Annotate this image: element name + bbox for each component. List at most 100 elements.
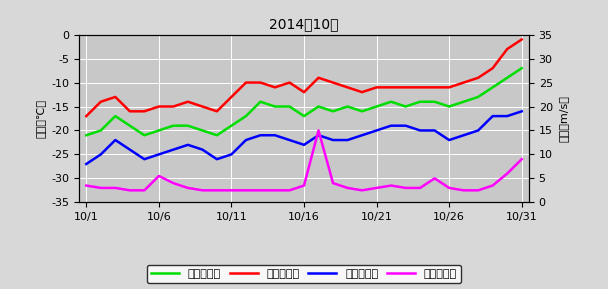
日最低気温: [286, 138, 293, 142]
日平均風速: [416, 186, 424, 190]
日平均風速: [474, 189, 482, 192]
日平均気温: [373, 105, 380, 108]
日平均風速: [431, 177, 438, 180]
日平均気温: [431, 100, 438, 103]
Title: 2014年10月: 2014年10月: [269, 17, 339, 31]
日最低気温: [489, 114, 496, 118]
日最低気温: [170, 148, 177, 151]
日平均気温: [460, 100, 468, 103]
日平均気温: [387, 100, 395, 103]
日平均風速: [489, 184, 496, 187]
日最低気温: [460, 134, 468, 137]
日平均風速: [243, 189, 250, 192]
日平均気温: [402, 105, 409, 108]
日最高気温: [126, 110, 134, 113]
日最高気温: [300, 90, 308, 94]
日最低気温: [112, 138, 119, 142]
日最高気温: [228, 95, 235, 99]
日最高気温: [503, 47, 511, 51]
Legend: 日平均気温, 日最高気温, 日最低気温, 日平均風速: 日平均気温, 日最高気温, 日最低気温, 日平均風速: [147, 264, 461, 284]
日平均風速: [300, 184, 308, 187]
日平均風速: [112, 186, 119, 190]
日平均風速: [344, 186, 351, 190]
日最高気温: [155, 105, 162, 108]
日平均気温: [126, 124, 134, 127]
日平均風速: [315, 129, 322, 132]
日最高気温: [460, 81, 468, 84]
日最高気温: [518, 38, 525, 41]
日最高気温: [83, 114, 90, 118]
日平均気温: [243, 114, 250, 118]
日平均風速: [402, 186, 409, 190]
日平均気温: [140, 134, 148, 137]
Line: 日最高気温: 日最高気温: [86, 40, 522, 116]
日最高気温: [199, 105, 206, 108]
日平均風速: [286, 189, 293, 192]
日最低気温: [503, 114, 511, 118]
日平均風速: [184, 186, 192, 190]
日平均気温: [474, 95, 482, 99]
日平均風速: [358, 189, 365, 192]
日最低気温: [402, 124, 409, 127]
日最高気温: [97, 100, 105, 103]
日平均風速: [97, 186, 105, 190]
日最高気温: [344, 86, 351, 89]
日最低気温: [344, 138, 351, 142]
日最高気温: [330, 81, 337, 84]
日最高気温: [474, 76, 482, 79]
日平均気温: [155, 129, 162, 132]
日最高気温: [257, 81, 264, 84]
Line: 日平均気温: 日平均気温: [86, 68, 522, 135]
日最高気温: [489, 66, 496, 70]
Y-axis label: 風速（m/s）: 風速（m/s）: [558, 95, 568, 142]
日平均風速: [330, 181, 337, 185]
日最低気温: [315, 134, 322, 137]
日平均風速: [518, 158, 525, 161]
日最低気温: [431, 129, 438, 132]
日最高気温: [140, 110, 148, 113]
日平均気温: [300, 114, 308, 118]
日平均風速: [213, 189, 221, 192]
日最低気温: [213, 158, 221, 161]
日平均風速: [503, 172, 511, 175]
日最高気温: [271, 86, 278, 89]
日最高気温: [170, 105, 177, 108]
日最高気温: [416, 86, 424, 89]
日最高気温: [402, 86, 409, 89]
日平均気温: [97, 129, 105, 132]
日平均気温: [344, 105, 351, 108]
日最高気温: [373, 86, 380, 89]
日平均気温: [330, 110, 337, 113]
日最高気温: [358, 90, 365, 94]
日最低気温: [474, 129, 482, 132]
日平均気温: [503, 76, 511, 79]
日平均気温: [446, 105, 453, 108]
日最低気温: [373, 129, 380, 132]
日最低気温: [518, 110, 525, 113]
日最高気温: [112, 95, 119, 99]
日最低気温: [155, 153, 162, 156]
日平均気温: [184, 124, 192, 127]
日平均風速: [126, 189, 134, 192]
日平均風速: [228, 189, 235, 192]
日最低気温: [300, 143, 308, 147]
日平均気温: [358, 110, 365, 113]
日最低気温: [228, 153, 235, 156]
日最高気温: [243, 81, 250, 84]
日平均風速: [446, 186, 453, 190]
日最高気温: [446, 86, 453, 89]
日平均気温: [416, 100, 424, 103]
日最低気温: [387, 124, 395, 127]
Y-axis label: 気温（℃）: 気温（℃）: [36, 99, 46, 138]
日最低気温: [416, 129, 424, 132]
日最低気温: [199, 148, 206, 151]
日最高気温: [387, 86, 395, 89]
日最高気温: [184, 100, 192, 103]
日最低気温: [184, 143, 192, 147]
日最低気温: [330, 138, 337, 142]
日平均風速: [387, 184, 395, 187]
日最高気温: [315, 76, 322, 79]
日平均気温: [199, 129, 206, 132]
日平均気温: [228, 124, 235, 127]
日平均風速: [257, 189, 264, 192]
